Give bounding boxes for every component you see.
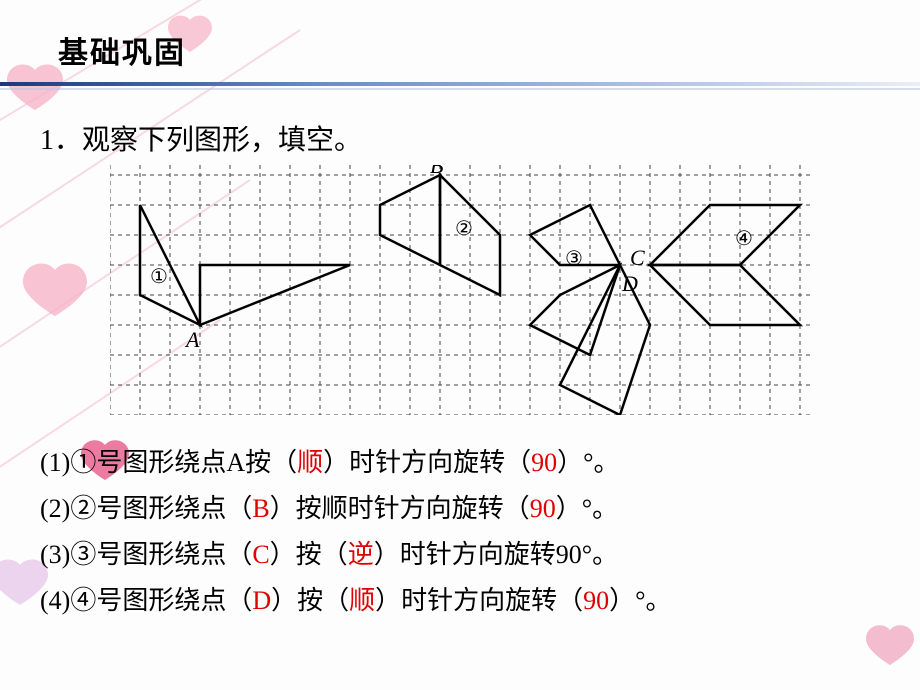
blank-4b: 顺: [349, 586, 375, 615]
geometry-figure: A B C D ① ② ③ ④: [110, 165, 810, 415]
answers-block: (1)①号图形绕点A按（顺）时针方向旋转（90）°。 (2)②号图形绕点（B）按…: [40, 440, 672, 624]
blank-1a: 顺: [297, 448, 323, 477]
blank-4c: 90: [583, 586, 609, 615]
label-n1: ①: [150, 266, 168, 288]
label-C: C: [630, 245, 645, 270]
blank-2b: 90: [530, 494, 556, 523]
heading-underline: [0, 82, 920, 100]
label-B: B: [430, 165, 443, 178]
answer-line-4: (4)④号图形绕点（D）按（顺）时针方向旋转（90）°。: [40, 578, 672, 624]
label-n4: ④: [735, 228, 753, 250]
section-heading: 基础巩固: [58, 28, 186, 72]
blank-2a: B: [252, 494, 269, 523]
answer-line-3: (3)③号图形绕点（C）按（逆）时针方向旋转90°。: [40, 532, 672, 578]
question-text: 1．观察下列图形，填空。: [40, 118, 362, 158]
blank-3a: C: [252, 540, 269, 569]
label-A: A: [184, 327, 200, 352]
label-n3: ③: [565, 248, 583, 270]
answer-line-2: (2)②号图形绕点（B）按顺时针方向旋转（90）°。: [40, 486, 672, 532]
label-D: D: [621, 271, 638, 296]
blank-3b: 逆: [348, 540, 374, 569]
answer-line-1: (1)①号图形绕点A按（顺）时针方向旋转（90）°。: [40, 440, 672, 486]
label-n2: ②: [455, 218, 473, 240]
blank-4a: D: [252, 586, 271, 615]
blank-1b: 90: [531, 448, 557, 477]
